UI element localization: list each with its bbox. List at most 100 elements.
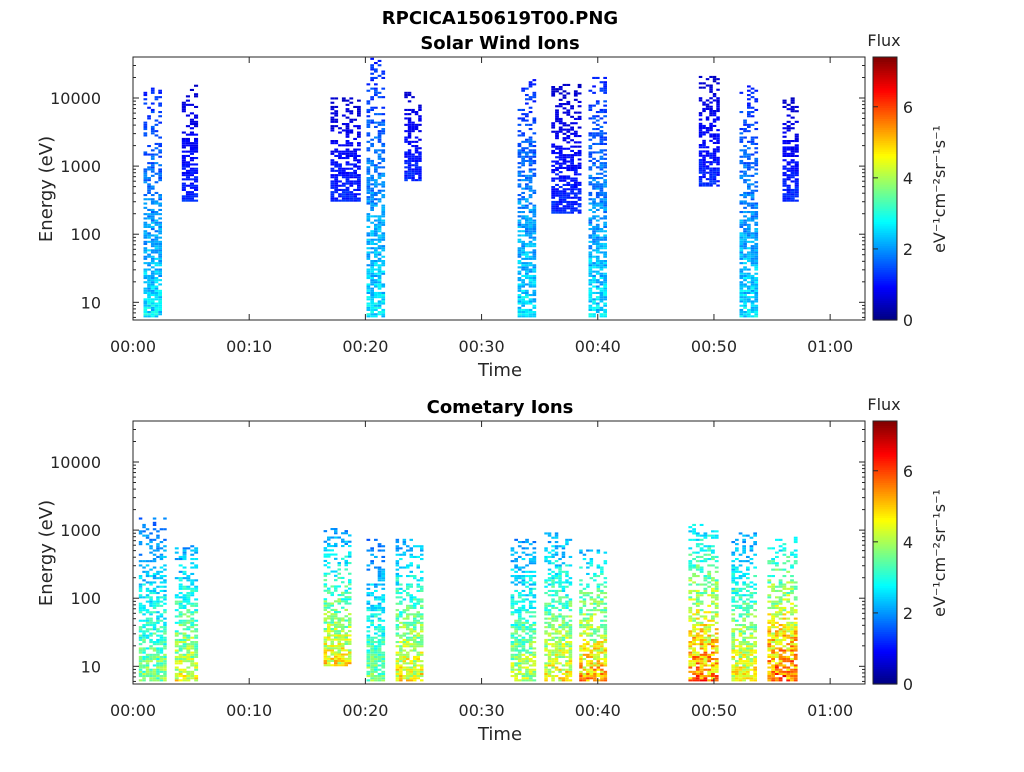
spectrogram-cell: [381, 158, 385, 160]
spectrogram-cell: [406, 615, 410, 617]
spectrogram-cell: [706, 85, 710, 87]
spectrogram-cell: [555, 633, 559, 635]
spectrogram-cell: [378, 652, 382, 654]
spectrogram-cell: [341, 617, 345, 619]
spectrogram-cell: [521, 215, 525, 217]
spectrogram-cell: [589, 264, 593, 266]
spectrogram-cell: [155, 311, 159, 313]
spectrogram-cell: [600, 637, 604, 639]
spectrogram-cell: [374, 179, 378, 181]
spectrogram-cell: [566, 101, 570, 103]
spectrogram-cell: [410, 645, 414, 647]
spectrogram-cell: [533, 211, 537, 213]
spectrogram-cell: [186, 658, 190, 660]
spectrogram-cell: [381, 628, 385, 630]
spectrogram-cell: [381, 579, 385, 581]
spectrogram-cell: [179, 647, 183, 649]
spectrogram-cell: [186, 200, 190, 202]
spectrogram-cell: [149, 613, 153, 615]
spectrogram-cell: [346, 198, 350, 200]
spectrogram-cell: [151, 288, 155, 290]
spectrogram-cell: [569, 603, 573, 605]
spectrogram-cell: [194, 679, 198, 681]
spectrogram-cell: [147, 249, 151, 251]
spectrogram-cell: [600, 162, 604, 164]
spectrogram-cell: [327, 611, 331, 613]
spectrogram-cell: [592, 205, 596, 207]
spectrogram-cell: [600, 192, 604, 194]
spectrogram-cell: [149, 673, 153, 675]
spectrogram-cell: [597, 605, 601, 607]
spectrogram-cell: [533, 311, 537, 313]
spectrogram-cell: [603, 275, 607, 277]
spectrogram-cell: [406, 607, 410, 609]
spectrogram-cell: [160, 554, 164, 556]
spectrogram-cell: [555, 615, 559, 617]
spectrogram-cell: [529, 111, 533, 113]
y-axis-label: Energy (eV): [36, 136, 57, 242]
spectrogram-cell: [688, 643, 692, 645]
spectrogram-cell: [525, 575, 529, 577]
spectrogram-cell: [565, 575, 569, 577]
spectrogram-cell: [186, 166, 190, 168]
spectrogram-cell: [570, 146, 574, 148]
spectrogram-cell: [574, 182, 578, 184]
spectrogram-cell: [378, 217, 382, 219]
spectrogram-cell: [716, 180, 720, 182]
spectrogram-cell: [399, 603, 403, 605]
spectrogram-cell: [589, 300, 593, 302]
spectrogram-cell: [158, 96, 162, 98]
spectrogram-cell: [514, 673, 518, 675]
spectrogram-cell: [713, 76, 717, 78]
spectrogram-cell: [342, 100, 346, 102]
spectrogram-cell: [182, 138, 186, 140]
spectrogram-cell: [194, 187, 198, 189]
spectrogram-cell: [399, 611, 403, 613]
spectrogram-cell: [529, 245, 533, 247]
spectrogram-cell: [334, 645, 338, 647]
spectrogram-cell: [521, 245, 525, 247]
spectrogram-cell: [396, 547, 400, 549]
spectrogram-cell: [592, 203, 596, 205]
spectrogram-cell: [716, 82, 720, 84]
spectrogram-cell: [374, 260, 378, 262]
spectrogram-cell: [562, 650, 566, 652]
spectrogram-cell: [153, 590, 157, 592]
spectrogram-cell: [558, 633, 562, 635]
spectrogram-cell: [522, 594, 526, 596]
spectrogram-cell: [570, 186, 574, 188]
spectrogram-cell: [341, 541, 345, 543]
spectrogram-cell: [551, 169, 555, 171]
spectrogram-cell: [589, 134, 593, 136]
spectrogram-cell: [518, 567, 522, 569]
spectrogram-cell: [374, 309, 378, 311]
spectrogram-cell: [410, 639, 414, 641]
spectrogram-cell: [544, 669, 548, 671]
spectrogram-cell: [533, 220, 537, 222]
spectrogram-cell: [566, 131, 570, 133]
spectrogram-cell: [533, 611, 537, 613]
spectrogram-cell: [367, 179, 371, 181]
spectrogram-cell: [370, 269, 374, 271]
spectrogram-cell: [179, 654, 183, 656]
spectrogram-cell: [570, 154, 574, 156]
spectrogram-cell: [518, 183, 522, 185]
spectrogram-cell: [327, 645, 331, 647]
spectrogram-cell: [688, 664, 692, 666]
spectrogram-cell: [160, 660, 164, 662]
spectrogram-cell: [783, 132, 787, 134]
spectrogram-cell: [378, 296, 382, 298]
spectrogram-cell: [566, 161, 570, 163]
spectrogram-cell: [345, 556, 349, 558]
spectrogram-cell: [408, 149, 412, 151]
spectrogram-cell: [716, 133, 720, 135]
spectrogram-cell: [754, 245, 758, 247]
spectrogram-cell: [521, 264, 525, 266]
spectrogram-cell: [525, 175, 529, 177]
spectrogram-cell: [410, 660, 414, 662]
spectrogram-cell: [411, 130, 415, 132]
spectrogram-cell: [381, 273, 385, 275]
spectrogram-cell: [367, 675, 371, 677]
spectrogram-cell: [367, 290, 371, 292]
spectrogram-cell: [331, 127, 335, 129]
